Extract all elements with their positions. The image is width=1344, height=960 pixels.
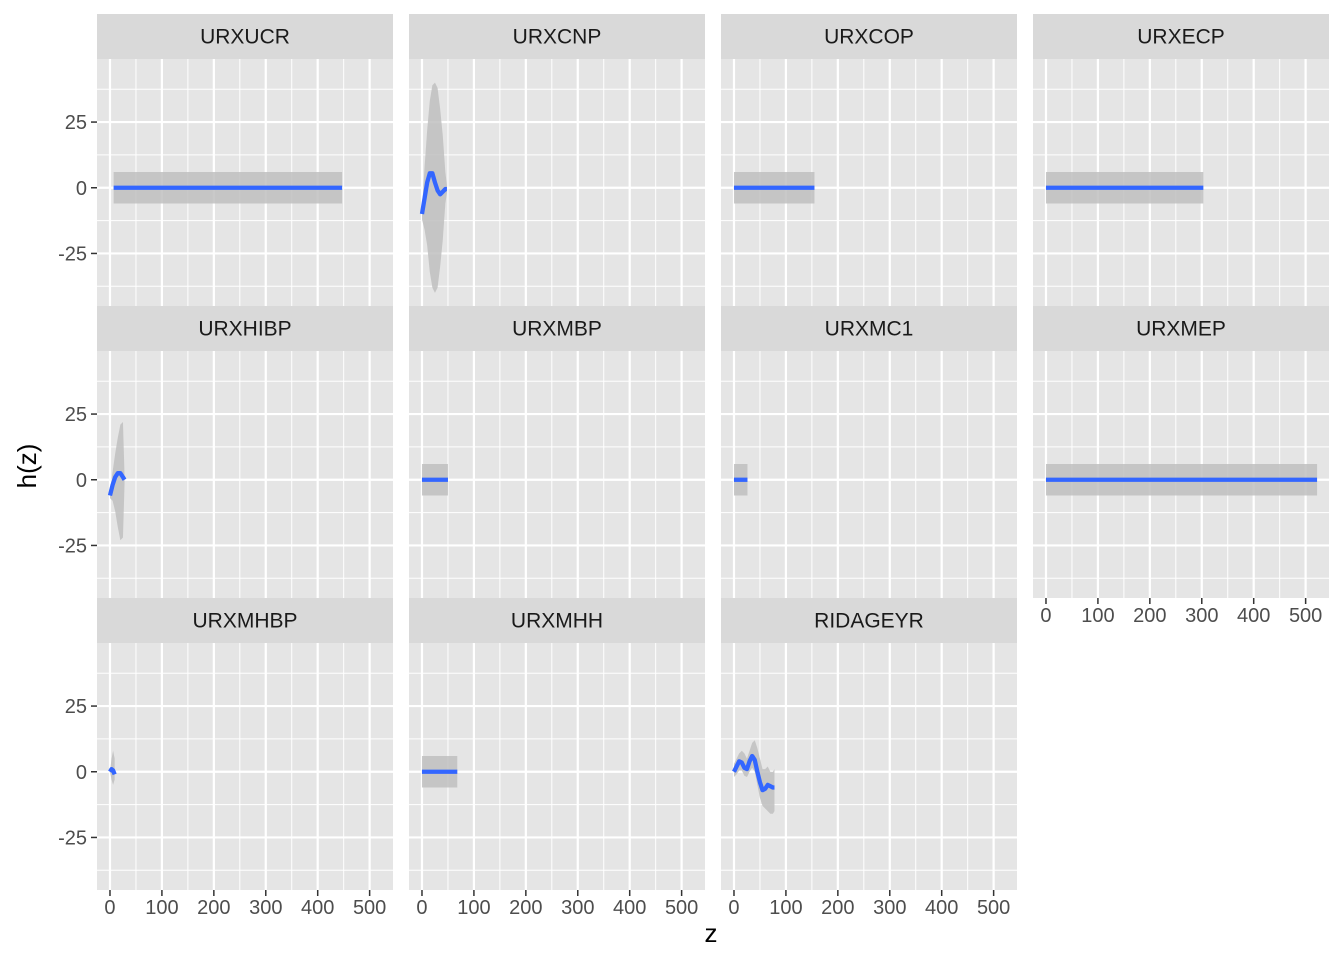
facet-strip	[721, 306, 1017, 351]
series-line	[108, 766, 117, 776]
facet-strip	[721, 598, 1017, 643]
facet-strip	[1033, 306, 1329, 351]
facet-strip-label: URXECP	[1137, 26, 1225, 49]
grid-lines	[409, 59, 705, 306]
x-tick-label: 300	[249, 897, 282, 919]
y-tick-label: 0	[76, 470, 87, 492]
grid-lines	[721, 59, 1017, 306]
facet-strip	[409, 598, 705, 643]
facet-strip	[409, 14, 705, 59]
facet-strip-label: URXUCR	[200, 26, 290, 49]
x-tick-label: 400	[1237, 605, 1270, 627]
facet-strip	[721, 14, 1017, 59]
x-tick-label: 500	[1289, 605, 1322, 627]
facet-urxmbp: URXMBP	[409, 306, 705, 598]
facet-urxecp: URXECP	[1033, 14, 1329, 306]
grid-lines	[721, 643, 1017, 890]
facet-strip-label: URXHIBP	[198, 318, 291, 341]
facet-strip	[97, 14, 393, 59]
facet-strip	[1033, 14, 1329, 59]
y-tick-label: -25	[58, 827, 87, 849]
x-tick-label: 400	[301, 897, 334, 919]
facet-strip-label: RIDAGEYR	[814, 610, 924, 633]
facet-strip-label: URXMC1	[825, 318, 914, 341]
x-tick-label: 300	[1185, 605, 1218, 627]
facet-ridageyr: RIDAGEYR 0 100 200 300 400 500	[721, 598, 1017, 919]
x-tick-label: 200	[821, 897, 854, 919]
x-tick-label: 100	[457, 897, 490, 919]
facet-urxmep: URXMEP 0 100 200 300 400 500	[1033, 306, 1329, 627]
facets-layer: URXUCR -25 0 25 URXCNP URXCOP URXECP URXHIBP -25…	[58, 14, 1329, 919]
facet-strip-label: URXMHH	[511, 610, 603, 633]
x-axis-title: z	[705, 918, 718, 948]
x-tick-label: 300	[873, 897, 906, 919]
panel-background	[721, 351, 1017, 598]
x-tick-label: 200	[1133, 605, 1166, 627]
panel-background	[409, 351, 705, 598]
facet-strip-label: URXCNP	[513, 26, 602, 49]
series-line	[732, 753, 776, 793]
grid-lines	[97, 643, 393, 890]
x-tick-label: 0	[1040, 605, 1051, 627]
facet-strip-label: URXMEP	[1136, 318, 1226, 341]
facet-urxmhbp: URXMHBP -25 0 25 0 100 200 300 400 500	[58, 598, 393, 919]
series-line	[107, 471, 127, 497]
facet-strip	[409, 306, 705, 351]
y-tick-label: 25	[65, 112, 87, 134]
facet-urxmc1: URXMC1	[721, 306, 1017, 598]
y-tick-label: 0	[76, 178, 87, 200]
facet-strip-label: URXMBP	[512, 318, 602, 341]
series-line	[419, 171, 448, 215]
x-tick-label: 0	[416, 897, 427, 919]
x-tick-label: 500	[977, 897, 1010, 919]
facet-strip-label: URXMHBP	[192, 610, 297, 633]
x-tick-label: 0	[104, 897, 115, 919]
x-tick-label: 100	[1081, 605, 1114, 627]
facet-strip-label: URXCOP	[824, 26, 914, 49]
x-tick-label: 100	[145, 897, 178, 919]
facet-urxcnp: URXCNP	[409, 14, 705, 306]
grid-lines	[97, 351, 393, 598]
x-tick-label: 400	[613, 897, 646, 919]
x-tick-label: 500	[665, 897, 698, 919]
grid-lines	[721, 351, 1017, 598]
x-tick-label: 200	[509, 897, 542, 919]
confidence-band	[109, 421, 125, 541]
panel-background	[409, 59, 705, 306]
facet-urxcop: URXCOP	[721, 14, 1017, 306]
x-tick-label: 500	[353, 897, 386, 919]
y-tick-label: 25	[65, 696, 87, 718]
y-tick-label: 25	[65, 404, 87, 426]
facet-urxhibp: URXHIBP -25 0 25	[58, 306, 393, 598]
panel-background	[97, 643, 393, 890]
facet-urxucr: URXUCR -25 0 25	[58, 14, 393, 306]
panel-background	[97, 351, 393, 598]
facet-strip	[97, 598, 393, 643]
facet-strip	[97, 306, 393, 351]
confidence-band	[733, 740, 775, 814]
x-tick-label: 0	[728, 897, 739, 919]
grid-lines	[409, 351, 705, 598]
x-tick-label: 400	[925, 897, 958, 919]
facet-urxmhh: URXMHH 0 100 200 300 400 500	[409, 598, 705, 919]
x-tick-label: 200	[197, 897, 230, 919]
y-tick-label: 0	[76, 762, 87, 784]
y-axis-title: h(z)	[12, 444, 42, 489]
x-tick-label: 100	[769, 897, 802, 919]
y-tick-label: -25	[58, 535, 87, 557]
y-tick-label: -25	[58, 243, 87, 265]
panel-background	[721, 643, 1017, 890]
x-tick-label: 300	[561, 897, 594, 919]
